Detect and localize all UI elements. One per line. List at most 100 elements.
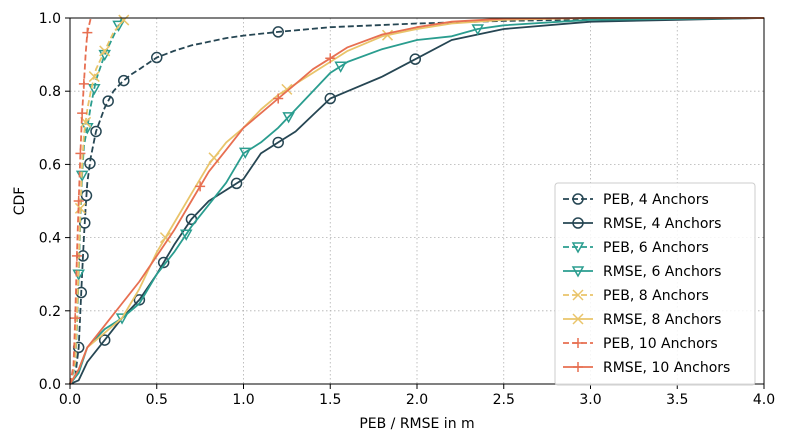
series-peb-10-anchors [69,17,93,385]
y-tick-label: 0.0 [39,377,61,393]
data-point-marker [273,93,284,104]
data-point-marker [272,136,284,149]
data-point-marker [78,78,89,89]
data-point-marker [115,313,129,325]
legend-label: RMSE, 10 Anchors [603,360,730,376]
series-peb-4-anchors [69,17,765,385]
legend-entry: RMSE, 8 Anchors [563,312,721,328]
data-point-marker-stroke [99,45,111,57]
data-point-marker [325,53,336,64]
data-point-marker [272,26,284,38]
data-point-marker-stroke [74,202,86,214]
data-point-marker [98,334,111,346]
x-tick-label: 2.5 [493,392,515,408]
legend-box [554,182,756,386]
legend-marker-stroke [572,313,584,325]
data-point-marker [78,217,91,229]
data-point-marker [90,125,102,138]
data-point-marker-stroke [80,116,92,128]
legend-label: PEB, 10 Anchors [603,336,718,352]
legend-marker-stroke [572,289,584,301]
data-point-marker-stroke [88,71,100,83]
legend-entry: PEB, 10 Anchors [563,336,718,352]
legend-entry: RMSE, 10 Anchors [563,360,730,376]
x-tick-label: 0.0 [59,392,81,408]
legend-entry: PEB, 4 Anchors [563,192,709,208]
data-point-marker [70,313,81,324]
data-point-marker [324,92,336,105]
axis-ticks: 0.0 0.5 1.0 1.5 2.0 2.5 3.0 3.5 4.0 0.0 0.2 0.4 0.6 0… [39,11,775,408]
data-point-marker-stroke [159,232,171,244]
data-point-marker [112,20,125,32]
data-point-marker [84,157,96,170]
y-tick-label: 0.8 [39,84,61,100]
x-tick-label: 3.0 [579,392,601,408]
legend-marker [572,289,584,301]
data-point-marker [73,196,84,206]
x-tick-label: 1.0 [232,392,254,408]
y-axis-label: CDF [12,187,28,216]
data-point-marker [118,74,130,87]
y-tick-label: 1.0 [39,11,61,27]
series-layer [69,14,765,385]
data-point-marker [159,232,171,244]
x-tick-label: 2.0 [406,392,428,408]
legend-marker [573,338,583,348]
data-point-marker [409,53,422,65]
legend-label: PEB, 8 Anchors [603,288,709,304]
x-tick-label: 0.5 [146,392,168,408]
data-point-marker-stroke [208,152,220,164]
data-point-marker [133,294,146,306]
y-tick-label: 0.6 [39,157,61,173]
legend-label: PEB, 6 Anchors [603,240,709,256]
data-point-marker [75,148,86,159]
x-tick-label: 4.0 [753,392,775,408]
legend-label: RMSE, 4 Anchors [603,216,721,232]
data-point-marker [179,229,193,241]
legend-marker [571,242,585,254]
legend-label: PEB, 4 Anchors [603,192,709,208]
data-point-marker-stroke [281,83,293,95]
data-point-marker [151,51,163,64]
series-line-peb-10-anchors [69,17,92,385]
series-line-rmse-8-anchors [69,17,764,385]
legend-label: RMSE, 8 Anchors [603,312,721,328]
x-tick-label: 3.5 [666,392,688,408]
legend-label: RMSE, 6 Anchors [603,264,721,280]
data-point-marker [77,108,88,119]
y-tick-label: 0.2 [39,304,61,320]
data-point-marker [282,112,295,124]
legend-marker [573,362,583,372]
data-point-marker [195,181,206,192]
data-point-marker [471,24,484,36]
legend-marker [572,313,584,325]
legend-entry: PEB, 6 Anchors [563,240,709,256]
series-line-peb-4-anchors [69,17,765,385]
legend-marker [572,193,584,205]
series-rmse-10-anchors [69,17,764,385]
legend-entry: RMSE, 4 Anchors [563,216,721,232]
legend: PEB, 4 Anchors RMSE, 4 Anchors PEB, 6 Anch… [554,182,756,386]
data-point-marker [71,250,82,261]
legend-marker [571,266,585,278]
x-axis-label: PEB / RMSE in m [359,416,474,432]
data-point-marker-stroke [118,14,130,26]
x-tick-label: 1.5 [319,392,341,408]
data-point-marker [230,177,243,190]
legend-entry: RMSE, 6 Anchors [563,264,721,280]
data-point-marker [281,83,293,95]
data-point-marker [118,14,130,26]
data-point-marker [88,71,100,83]
data-point-marker [334,61,347,73]
y-tick-label: 0.4 [39,231,61,247]
data-point-marker [88,84,101,96]
data-point-marker [238,147,252,159]
data-point-marker [82,27,93,38]
data-point-marker [102,95,114,107]
data-point-marker [157,256,170,269]
data-point-marker [74,202,86,214]
legend-marker [572,217,584,229]
series-line-rmse-10-anchors [69,17,764,385]
data-point-marker [99,45,111,57]
